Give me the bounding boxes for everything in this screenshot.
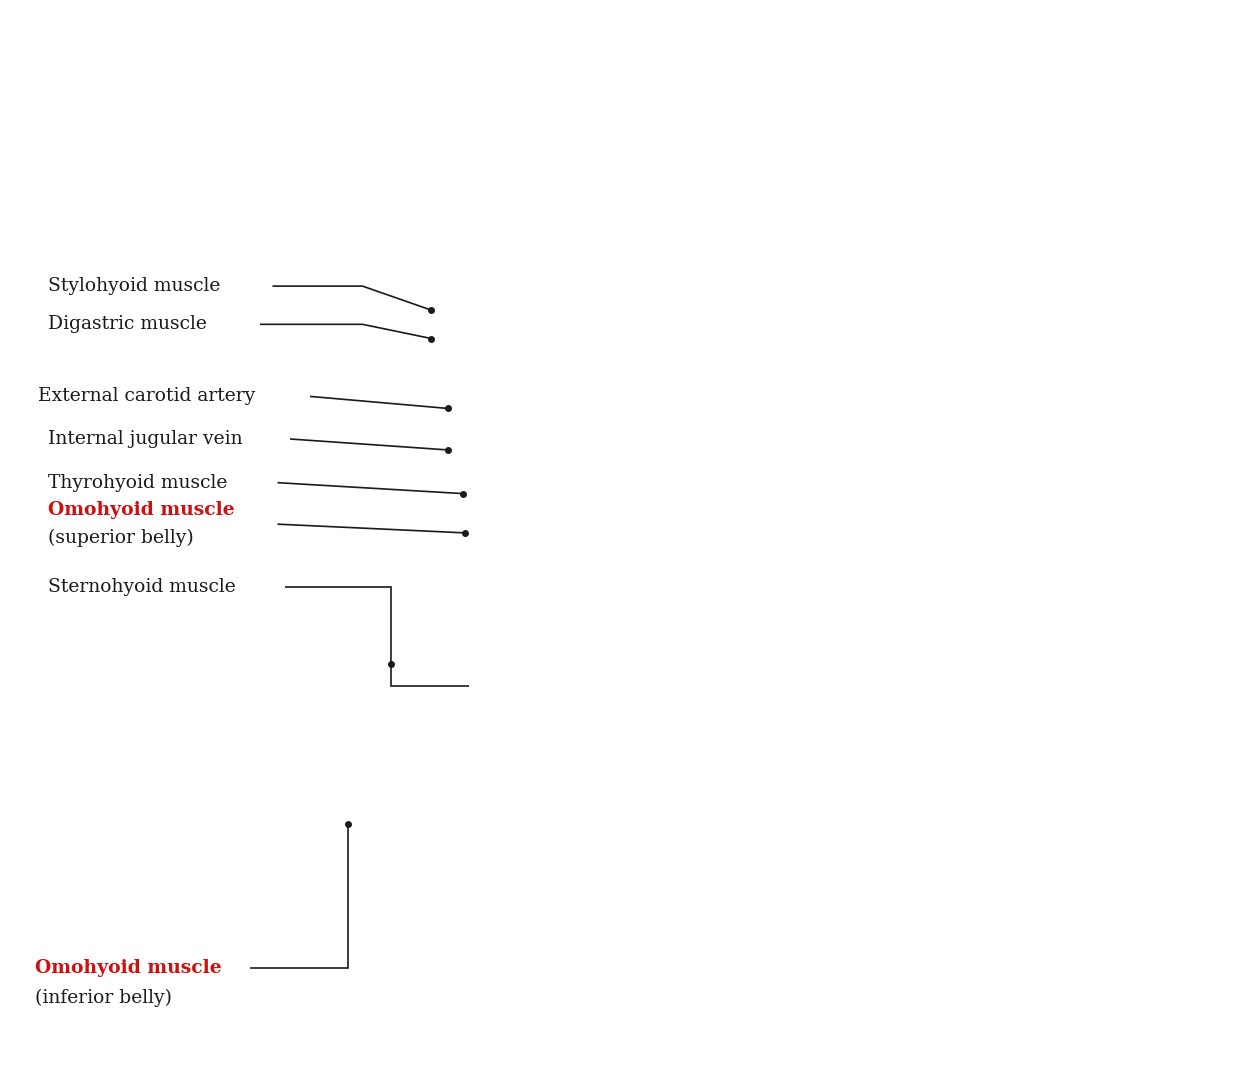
Text: Omohyoid muscle: Omohyoid muscle [35, 959, 221, 976]
Text: External carotid artery: External carotid artery [38, 388, 255, 405]
Text: Sternohyoid muscle: Sternohyoid muscle [48, 579, 235, 596]
Text: Stylohyoid muscle: Stylohyoid muscle [48, 277, 220, 295]
Text: Internal jugular vein: Internal jugular vein [48, 430, 242, 448]
Text: Thyrohyoid muscle: Thyrohyoid muscle [48, 474, 228, 491]
Text: Digastric muscle: Digastric muscle [48, 316, 206, 333]
Text: (inferior belly): (inferior belly) [35, 989, 173, 1007]
Text: (superior belly): (superior belly) [48, 530, 194, 547]
Text: Omohyoid muscle: Omohyoid muscle [48, 501, 234, 519]
